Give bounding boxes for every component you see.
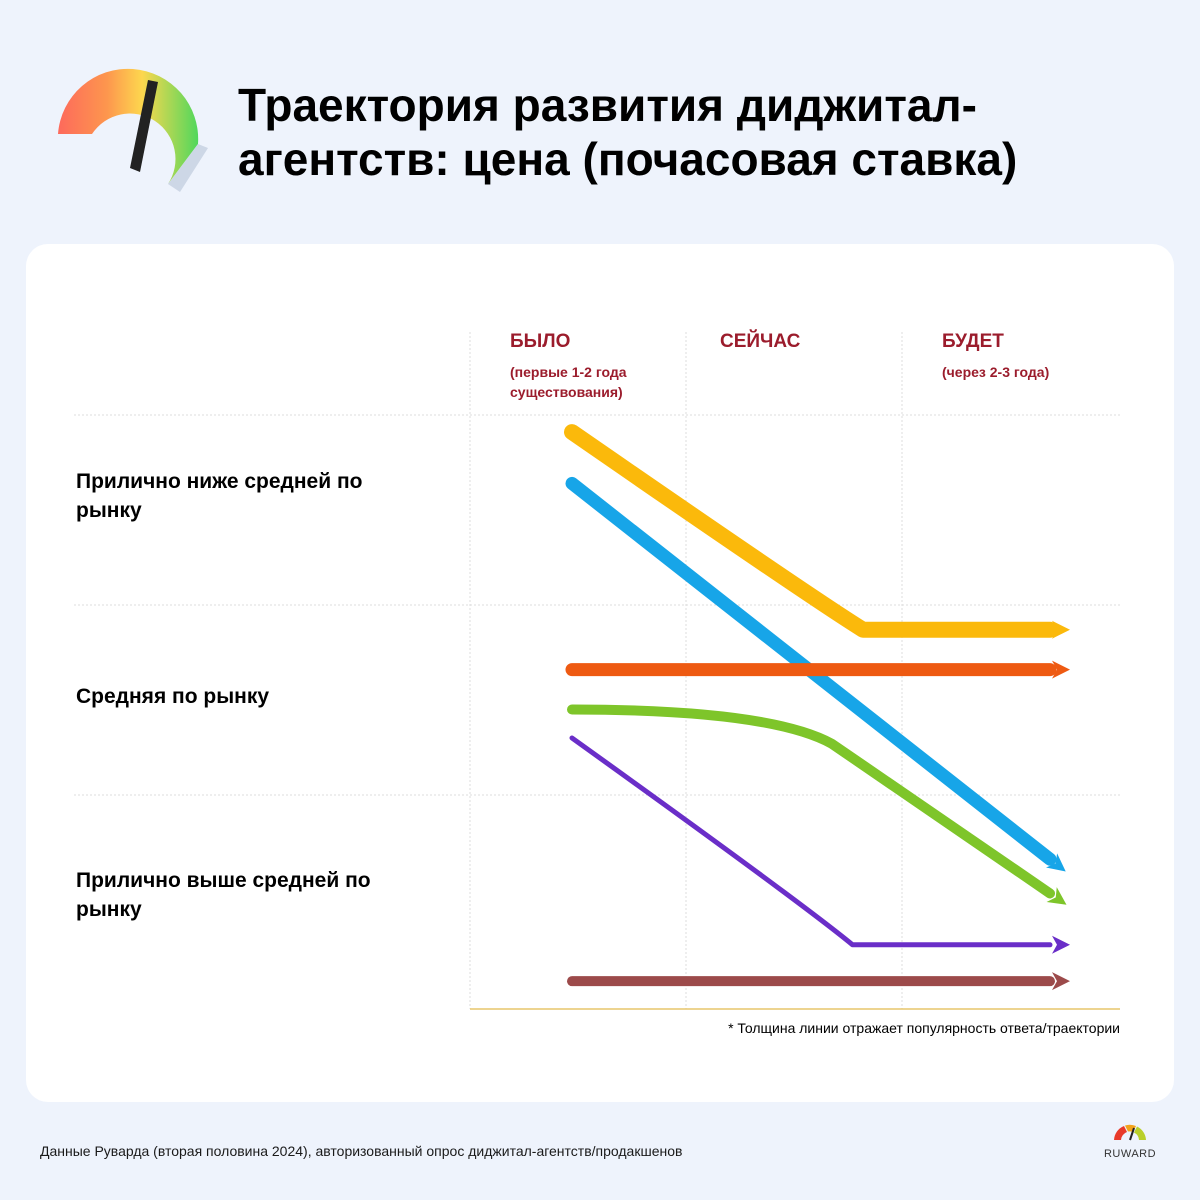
row-label-below-average: Прилично ниже средней по рынку [76,470,363,522]
column-subtitle: (первые 1-2 года существования) [510,364,627,400]
column-title: БЫЛО [510,331,571,352]
chart-card: БЫЛО (первые 1-2 года существования) СЕЙ… [26,244,1174,1102]
page-title: Траектория развития диджитал-агентств: ц… [238,79,1018,185]
column-subtitle: (через 2-3 года) [942,364,1050,380]
trajectory-line-0 [564,424,1058,638]
speedometer-gauge-icon [58,68,208,192]
column-title: БУДЕТ [942,331,1004,352]
chart-footnote: * Толщина линии отражает популярность от… [728,1020,1120,1036]
column-label-will-be: БУДЕТ (через 2-3 года) [942,330,1049,382]
column-label-was: БЫЛО (первые 1-2 года существования) [510,330,660,402]
trajectory-arrow-5 [1052,972,1070,991]
column-title: СЕЙЧАС [720,331,801,352]
ruward-brand: RUWARD [1098,1122,1162,1160]
row-label-above-average: Прилично выше средней по рынку [76,869,371,921]
trajectory-line-3 [567,704,1055,899]
trajectory-arrow-0 [1052,620,1070,639]
trajectory-arrow-3 [1046,887,1067,905]
column-label-now: СЕЙЧАС [720,330,800,354]
trajectory-arrow-2 [1052,660,1070,679]
ruward-gauge-icon [1114,1124,1146,1141]
brand-name: RUWARD [1103,1148,1157,1160]
source-caption: Данные Руварда (вторая половина 2024), а… [40,1143,683,1159]
row-label-average: Средняя по рынку [76,685,270,708]
trajectory-arrow-4 [1052,935,1070,954]
trajectory-line-4 [569,735,1053,948]
trajectory-chart [74,332,1120,1010]
trajectory-arrow-1 [1046,853,1066,872]
